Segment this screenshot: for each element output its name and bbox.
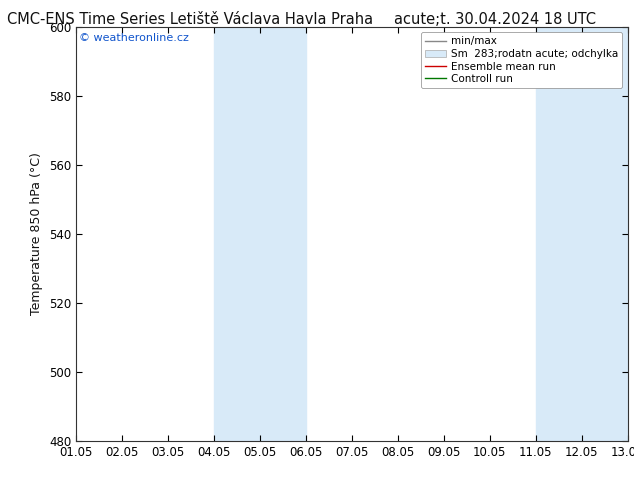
Text: acute;t. 30.04.2024 18 UTC: acute;t. 30.04.2024 18 UTC [394, 12, 595, 27]
Text: CMC-ENS Time Series Letiště Václava Havla Praha: CMC-ENS Time Series Letiště Václava Havl… [7, 12, 373, 27]
Y-axis label: Temperature 850 hPa (°C): Temperature 850 hPa (°C) [30, 152, 43, 316]
Bar [214, 27, 306, 441]
Bar [536, 27, 628, 441]
Text: © weatheronline.cz: © weatheronline.cz [79, 33, 189, 43]
Legend: min/max, Sm  283;rodatn acute; odchylka, Ensemble mean run, Controll run: min/max, Sm 283;rodatn acute; odchylka, … [421, 32, 623, 88]
